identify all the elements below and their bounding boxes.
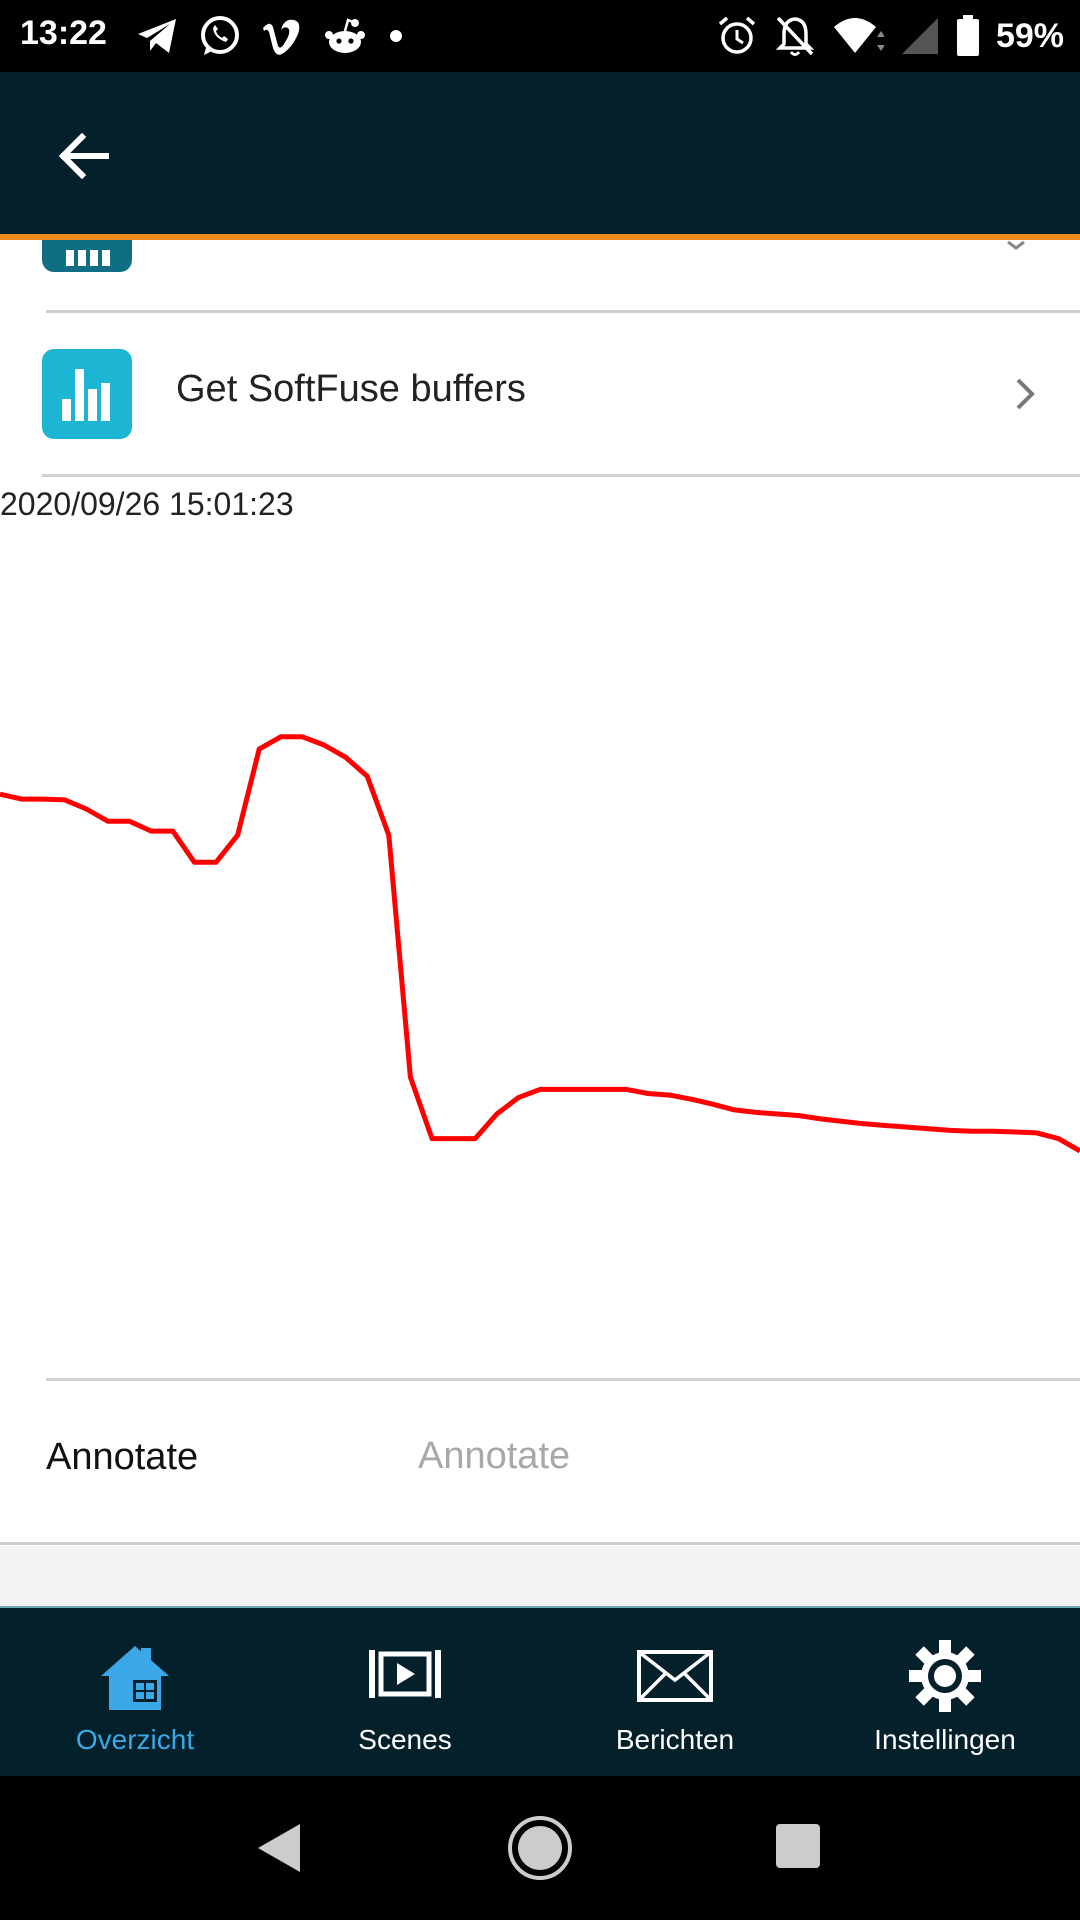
chart-timestamp: 2020/09/26 15:01:23 [0,486,294,522]
nav-label: Instellingen [874,1724,1016,1755]
system-status-icons: 59% [716,12,1064,60]
cell-signal-icon [901,18,938,54]
system-navigation-bar [0,1776,1080,1920]
list-item-label: Get SoftFuse buffers [176,368,526,410]
content-footer-area [0,1546,1080,1606]
line-chart [0,734,1080,1154]
annotate-label: Annotate [46,1436,199,1478]
gear-icon [909,1640,981,1712]
notifications-off-icon [775,16,815,56]
app-bar-accent-line [0,234,1080,240]
annotate-divider [0,1542,1080,1545]
nav-label: Overzicht [75,1724,195,1755]
chart-series-line [0,734,1080,1154]
nav-home-icon[interactable] [506,1814,574,1882]
list-item-partial[interactable] [0,240,1080,312]
whatsapp-icon [201,16,239,55]
list-divider [46,310,1080,313]
chevron-right-icon [1007,240,1025,250]
nav-label: Scenes [358,1724,452,1755]
nav-item-overzicht[interactable]: Overzicht [0,1608,270,1778]
annotate-input[interactable] [418,1426,1018,1486]
app-bar [0,72,1080,240]
wifi-icon [833,18,884,53]
bar-chart-icon [42,349,132,439]
nav-recents-icon[interactable] [774,1822,822,1870]
battery-percent: 59% [995,16,1064,55]
nav-item-instellingen[interactable]: Instellingen [810,1608,1080,1778]
scenes-icon [369,1650,441,1698]
battery-icon [956,15,979,56]
bar-chart-icon [42,240,132,272]
alarm-icon [718,16,756,54]
nav-back-icon[interactable] [254,1820,304,1876]
list-divider [42,474,1080,477]
list-item-get-softfuse-buffers[interactable]: Get SoftFuse buffers [0,312,1080,474]
home-icon [101,1646,169,1710]
arrow-back-icon[interactable] [52,124,116,188]
notification-icons [136,12,406,60]
annotate-row: Annotate [0,1382,1080,1544]
chart-divider [46,1378,1080,1381]
vimeo-icon [263,19,300,55]
dot-icon [390,30,402,42]
chevron-right-icon [1016,378,1035,410]
status-time: 13:22 [20,14,107,52]
telegram-icon [138,19,176,53]
nav-item-scenes[interactable]: Scenes [270,1608,540,1778]
status-bar: 13:22 59% [0,0,1080,72]
nav-item-berichten[interactable]: Berichten [540,1608,810,1778]
mail-icon [637,1650,713,1702]
bottom-navigation: Overzicht Scenes Berichten [0,1606,1080,1778]
reddit-icon [325,18,365,53]
nav-label: Berichten [615,1724,735,1755]
